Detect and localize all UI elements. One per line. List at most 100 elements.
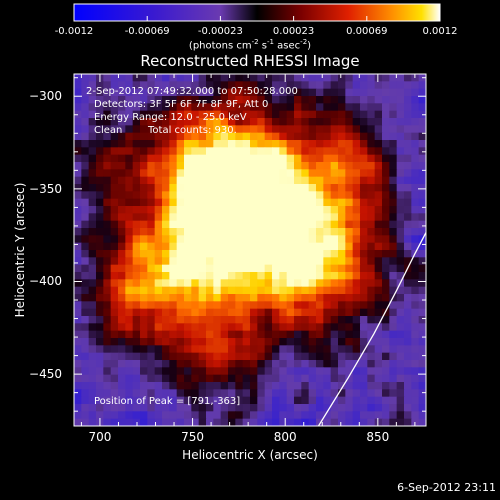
heatmap-cell <box>169 264 178 273</box>
heatmap-cell <box>110 264 119 273</box>
heatmap-cell <box>330 360 339 368</box>
heatmap-cell <box>308 81 317 90</box>
heatmap-cell <box>147 264 156 273</box>
heatmap-cell <box>374 235 383 244</box>
heatmap-cell <box>228 154 236 163</box>
heatmap-cell <box>191 213 200 222</box>
heatmap-cell <box>184 418 192 426</box>
heatmap-cell <box>242 176 251 185</box>
heatmap-cell <box>81 154 90 163</box>
heatmap-cell <box>162 367 170 376</box>
heatmap-cell <box>96 382 104 390</box>
heatmap-cell <box>338 374 346 383</box>
heatmap-cell <box>81 213 90 222</box>
heatmap-cell <box>272 257 280 266</box>
heatmap-cell <box>264 360 273 368</box>
heatmap-cell <box>294 264 302 273</box>
heatmap-cell <box>235 338 244 346</box>
heatmap-cell <box>206 110 214 119</box>
heatmap-cell <box>103 228 112 236</box>
heatmap-cell <box>330 352 339 361</box>
heatmap-cell <box>103 389 112 398</box>
heatmap-cell <box>74 411 82 420</box>
heatmap-cell <box>81 220 90 229</box>
heatmap-cell <box>411 235 420 244</box>
heatmap-cell <box>206 213 214 222</box>
heatmap-cell <box>250 316 258 324</box>
heatmap-cell <box>176 228 185 236</box>
heatmap-cell <box>411 81 420 90</box>
heatmap-cell <box>162 191 170 200</box>
heatmap-cell <box>404 169 412 178</box>
heatmap-cell <box>242 272 251 280</box>
heatmap-cell <box>367 316 376 324</box>
heatmap-cell <box>154 103 163 112</box>
heatmap-cell <box>228 382 236 390</box>
heatmap-cell <box>294 272 302 280</box>
heatmap-cell <box>338 132 346 141</box>
heatmap-cell <box>272 176 280 185</box>
heatmap-cell <box>294 286 302 295</box>
heatmap-cell <box>176 125 185 134</box>
heatmap-cell <box>323 220 332 229</box>
heatmap-cell <box>338 191 346 200</box>
heatmap-cell <box>389 118 398 126</box>
heatmap-cell <box>198 88 207 97</box>
heatmap-cell <box>228 206 236 214</box>
heatmap-cell <box>206 352 214 361</box>
heatmap-cell <box>81 316 90 324</box>
heatmap-cell <box>404 396 412 405</box>
heatmap-cell <box>198 418 207 426</box>
heatmap-cell <box>338 294 346 302</box>
heatmap-cell <box>88 301 97 310</box>
heatmap-cell <box>301 184 310 192</box>
heatmap-cell <box>286 264 295 273</box>
heatmap-cell <box>96 169 104 178</box>
heatmap-cell <box>154 272 163 280</box>
heatmap-cell <box>294 198 302 207</box>
heatmap-cell <box>396 286 405 295</box>
heatmap-cell <box>191 264 200 273</box>
heatmap-cell <box>389 404 398 412</box>
heatmap-cell <box>272 169 280 178</box>
heatmap-cell <box>330 154 339 163</box>
heatmap-cell <box>184 132 192 141</box>
heatmap-cell <box>213 169 222 178</box>
heatmap-cell <box>154 220 163 229</box>
heatmap-cell <box>140 330 148 339</box>
heatmap-cell <box>404 147 412 156</box>
heatmap-cell <box>132 191 141 200</box>
heatmap-cell <box>323 96 332 104</box>
heatmap-cell <box>125 206 134 214</box>
heatmap-cell <box>191 360 200 368</box>
x-tick-label: 800 <box>273 430 297 444</box>
heatmap-cell <box>279 316 288 324</box>
heatmap-cell <box>382 418 390 426</box>
heatmap-cell <box>330 250 339 258</box>
heatmap-cell <box>308 396 317 405</box>
heatmap-cell <box>220 191 229 200</box>
heatmap-cell <box>352 213 361 222</box>
heatmap-cell <box>162 235 170 244</box>
heatmap-cell <box>154 191 163 200</box>
heatmap-cell <box>103 418 112 426</box>
heatmap-cell <box>169 301 178 310</box>
heatmap-cell <box>404 184 412 192</box>
heatmap-cell <box>396 81 405 90</box>
heatmap-cell <box>330 301 339 310</box>
heatmap-cell <box>352 272 361 280</box>
heatmap-cell <box>345 396 354 405</box>
heatmap-cell <box>169 323 178 332</box>
heatmap-cell <box>110 418 119 426</box>
heatmap-cell <box>118 411 126 420</box>
heatmap-cell <box>176 374 185 383</box>
heatmap-cell <box>198 272 207 280</box>
heatmap-cell <box>360 411 368 420</box>
heatmap-cell <box>125 235 134 244</box>
heatmap-cell <box>74 125 82 134</box>
heatmap-cell <box>103 396 112 405</box>
heatmap-cell <box>154 382 163 390</box>
heatmap-cell <box>242 125 251 134</box>
heatmap-cell <box>404 206 412 214</box>
heatmap-cell <box>323 125 332 134</box>
